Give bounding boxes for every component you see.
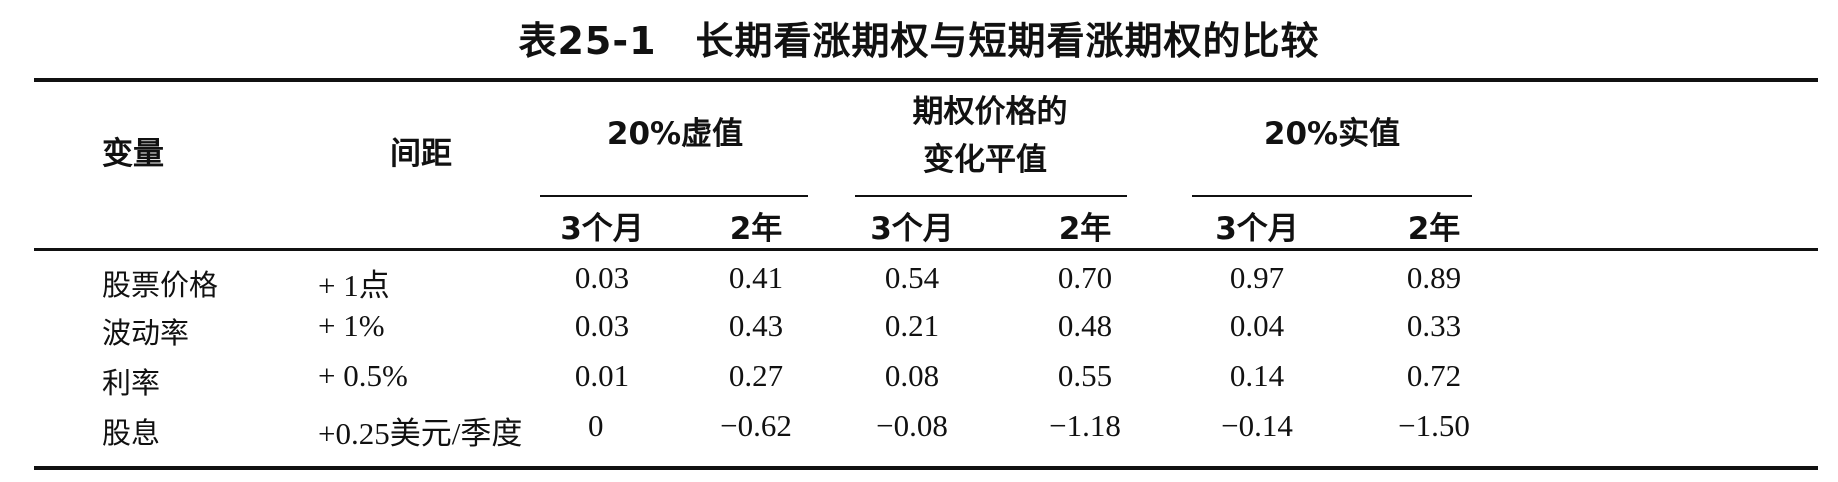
subheader-atm-2y: 2年: [1058, 211, 1112, 247]
row-4-value-4: −1.18: [1049, 408, 1121, 443]
row-2-value-2: 0.43: [728, 308, 784, 343]
header-group-atm-line2: 变化平值: [923, 142, 1047, 178]
subheader-otm-2y: 2年: [729, 211, 783, 247]
header-group-itm: 20%实值: [1263, 116, 1401, 152]
row-2-value-5: 0.04: [1229, 308, 1285, 343]
row-1-interval: + 1点: [318, 268, 390, 303]
subheader-itm-3m: 3个月: [1215, 211, 1299, 247]
group-line-otm: [540, 195, 808, 197]
group-line-itm: [1192, 195, 1472, 197]
row-3-variable: 利率: [102, 366, 161, 400]
row-3-interval: + 0.5%: [318, 358, 408, 393]
row-3-value-5: 0.14: [1229, 358, 1285, 393]
header-group-otm: 20%虚值: [606, 116, 744, 152]
row-2-variable: 波动率: [102, 316, 190, 350]
subheader-atm-3m: 3个月: [870, 211, 954, 247]
subheader-itm-2y: 2年: [1407, 211, 1461, 247]
row-1-value-4: 0.70: [1057, 260, 1113, 295]
table-bottom-rule: [34, 466, 1818, 470]
row-1-value-3: 0.54: [884, 260, 940, 295]
table-top-rule: [34, 78, 1818, 82]
group-line-atm: [855, 195, 1127, 197]
row-2-interval: + 1%: [318, 308, 385, 343]
row-4-value-2: −0.62: [720, 408, 792, 443]
header-group-atm-line1: 期权价格的: [912, 94, 1068, 130]
table-header-rule: [34, 248, 1818, 251]
header-variable: 变量: [102, 136, 164, 172]
row-4-variable: 股息: [102, 416, 161, 450]
row-3-value-2: 0.27: [728, 358, 784, 393]
row-2-value-3: 0.21: [884, 308, 940, 343]
row-3-value-1: 0.01: [574, 358, 630, 393]
row-1-value-6: 0.89: [1406, 260, 1462, 295]
row-3-value-3: 0.08: [884, 358, 940, 393]
row-3-value-4: 0.55: [1057, 358, 1113, 393]
row-3-value-6: 0.72: [1406, 358, 1462, 393]
row-4-value-1: 0: [588, 408, 604, 443]
row-1-value-5: 0.97: [1229, 260, 1285, 295]
row-1-value-2: 0.41: [728, 260, 784, 295]
table-title: 表25-1 长期看涨期权与短期看涨期权的比较: [518, 19, 1320, 63]
subheader-otm-3m: 3个月: [560, 211, 644, 247]
header-interval: 间距: [390, 136, 452, 172]
row-4-interval: +0.25美元/季度: [318, 416, 523, 451]
row-2-value-1: 0.03: [574, 308, 630, 343]
row-4-value-3: −0.08: [876, 408, 948, 443]
row-2-value-4: 0.48: [1057, 308, 1113, 343]
row-2-value-6: 0.33: [1406, 308, 1462, 343]
row-4-value-5: −0.14: [1221, 408, 1293, 443]
row-1-variable: 股票价格: [102, 268, 219, 302]
row-1-value-1: 0.03: [574, 260, 630, 295]
row-4-value-6: −1.50: [1398, 408, 1470, 443]
